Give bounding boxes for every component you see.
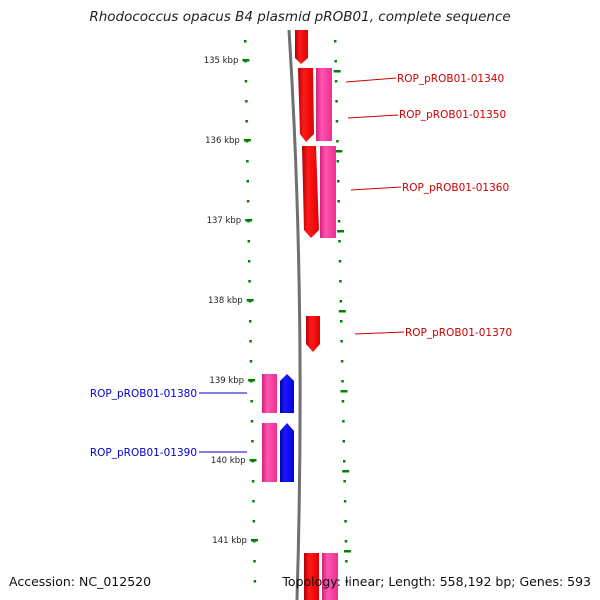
ruler-dot <box>345 580 349 583</box>
ruler-major-tick <box>333 70 341 73</box>
ruler-tick-label: 141 kbp <box>212 536 247 546</box>
ruler-tick-label: 139 kbp <box>209 376 244 386</box>
gene-label-01340[interactable]: ROP_pROB01-01340 <box>397 73 504 85</box>
ruler-tick-label: 136 kbp <box>205 136 240 146</box>
ruler-dot <box>245 120 248 123</box>
ruler-dot <box>341 380 344 383</box>
ruler-dot <box>342 440 346 443</box>
ruler-tick-label: 140 kbp <box>211 456 246 466</box>
ruler-major-tick <box>248 379 256 382</box>
ruler-dot <box>340 340 343 343</box>
ruler-dot <box>249 320 252 323</box>
ruler-major-tick <box>246 299 254 302</box>
gene-label-01370[interactable]: ROP_pROB01-01370 <box>405 327 512 339</box>
gene-label-01360[interactable]: ROP_pROB01-01360 <box>402 182 509 194</box>
ruler-dot <box>251 480 255 483</box>
ruler-major-tick <box>245 219 253 222</box>
map-title: Rhodococcus opacus B4 plasmid pROB01, co… <box>89 9 511 25</box>
ruler-major-tick <box>337 230 345 233</box>
ruler-dot <box>251 440 254 443</box>
ruler-dot <box>249 360 253 363</box>
accession-text: Accession: NC_012520 <box>9 574 152 589</box>
ruler-dot <box>253 560 256 563</box>
ruler-dot <box>249 340 252 343</box>
feature-red-bottom[interactable] <box>304 553 319 600</box>
ruler-dot <box>344 520 347 523</box>
ruler-dot <box>344 540 348 543</box>
ruler-dot <box>338 240 341 243</box>
ruler-dot <box>253 580 257 583</box>
ruler-dot <box>334 80 338 83</box>
ruler-major-tick <box>342 470 350 473</box>
ruler-major-tick <box>249 459 257 462</box>
ruler-dot <box>339 300 343 303</box>
ruler-dot <box>247 260 251 263</box>
ruler-dot <box>248 280 251 283</box>
ruler-ticks: 135 kbp 136 kbp 137 kbp 138 kbp 139 kbp 140 k… <box>204 56 351 553</box>
ruler-dot <box>336 160 340 163</box>
ruler-dot <box>337 180 340 183</box>
ruler-tick-label: 135 kbp <box>204 56 239 66</box>
leader-01350 <box>347 114 399 119</box>
ruler-dot <box>340 360 344 363</box>
ruler-major-tick <box>335 150 343 153</box>
ruler-dot <box>343 480 346 483</box>
ruler-tick-label: 138 kbp <box>208 296 243 306</box>
ruler-dot <box>336 140 339 143</box>
ruler-dot <box>342 420 345 423</box>
ruler-dot <box>246 180 249 183</box>
backbone-line <box>287 29 302 600</box>
ruler-dot <box>246 160 249 163</box>
ruler-dot <box>343 460 346 463</box>
ruler-dot <box>340 320 343 323</box>
ruler-dot <box>246 200 250 203</box>
gene-01340-arrow[interactable] <box>298 68 314 142</box>
ruler-major-tick <box>243 139 251 142</box>
ruler-dot <box>337 220 341 223</box>
summary-text: Topology: linear; Length: 558,192 bp; Ge… <box>282 574 591 589</box>
leader-01340 <box>345 77 397 83</box>
feature-arrow-red[interactable] <box>295 30 308 64</box>
leader-01360 <box>350 186 402 191</box>
ruler-dot <box>335 100 338 103</box>
ruler-major-tick <box>250 539 258 542</box>
ruler-dot <box>345 560 348 563</box>
ruler-dot <box>247 240 251 243</box>
ruler-dot <box>337 200 340 203</box>
ruler-major-tick <box>340 390 348 393</box>
gene-01340-pink-block[interactable] <box>316 68 332 141</box>
gene-label-01380[interactable]: ROP_pROB01-01380 <box>90 388 197 400</box>
ruler-dot <box>334 60 337 63</box>
feature-pink-bottom[interactable] <box>322 553 338 600</box>
ruler-dot <box>335 120 339 123</box>
gene-01370-arrow[interactable] <box>306 316 320 352</box>
gene-01390-arrow[interactable] <box>280 423 294 482</box>
ruler-dot <box>244 40 247 43</box>
gene-01360-pink-block[interactable] <box>320 146 336 238</box>
ruler-dot <box>244 80 248 83</box>
ruler-tick-label: 137 kbp <box>207 216 242 226</box>
gene-label-01390[interactable]: ROP_pROB01-01390 <box>90 447 197 459</box>
ruler-dots <box>244 40 349 583</box>
leader-01370 <box>354 331 405 335</box>
gene-01380-pink-block[interactable] <box>262 374 277 413</box>
ruler-major-tick <box>242 59 250 62</box>
gene-01390-pink-block[interactable] <box>262 423 277 482</box>
ruler-dot <box>250 400 253 403</box>
ruler-dot <box>341 400 345 403</box>
ruler-dot <box>252 500 255 503</box>
gene-01360-arrow[interactable] <box>302 146 319 238</box>
ruler-dot <box>338 260 342 263</box>
ruler-major-tick <box>338 310 346 313</box>
ruler-dot <box>343 500 347 503</box>
ruler-dot <box>339 280 342 283</box>
ruler-dot <box>250 420 254 423</box>
ruler-dot <box>334 40 337 43</box>
gene-label-01350[interactable]: ROP_pROB01-01350 <box>399 109 506 121</box>
ruler-major-tick <box>343 550 351 553</box>
ruler-dot <box>245 100 248 103</box>
ruler-dot <box>252 520 256 523</box>
gene-01380-arrow[interactable] <box>280 374 294 413</box>
